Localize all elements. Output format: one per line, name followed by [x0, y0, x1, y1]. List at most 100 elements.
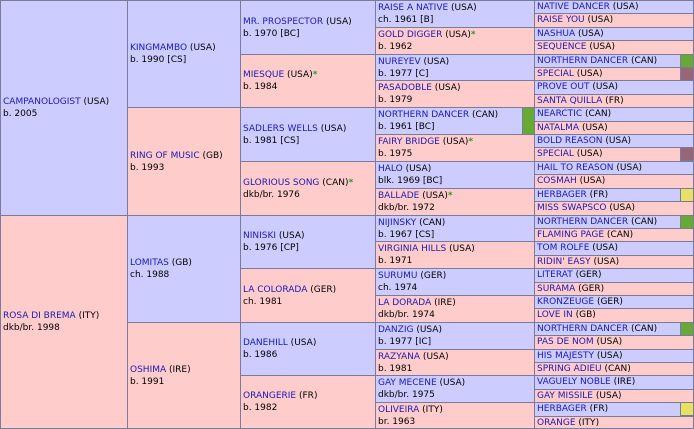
horse-name-link[interactable]: ORANGE: [537, 418, 576, 428]
country-code: USA: [581, 29, 601, 39]
horse-name-link[interactable]: PASADOBLE: [378, 83, 432, 93]
horse-name-link[interactable]: NUREYEV: [378, 56, 421, 67]
horse-name-link[interactable]: RAISE YOU: [537, 15, 585, 25]
pedigree-cell-gen5: PROVE OUT (USA): [534, 80, 694, 95]
pedigree-cell-gen2: KINGMAMBO (USA) b. 1990 [CS]: [127, 0, 242, 108]
pedigree-cell-gen4: GAY MECENE (USA) dkb/br. 1975: [375, 375, 536, 403]
horse-info: b. 1962: [378, 42, 413, 52]
horse-name-link[interactable]: HIS MAJESTY: [537, 351, 594, 361]
horse-name-link[interactable]: BALLADE: [378, 191, 420, 201]
horse-name-link[interactable]: NORTHERN DANCER: [378, 110, 470, 120]
horse-info: br. 1963: [378, 416, 416, 427]
pedigree-cell-gen5: SURAMA (GER): [534, 282, 694, 296]
horse-name-link[interactable]: SPRING ADIEU: [537, 364, 602, 374]
horse-name-link[interactable]: NATALMA: [537, 123, 580, 133]
horse-name-link[interactable]: ROSA DI BREMA: [3, 311, 76, 321]
horse-name-link[interactable]: FLAMING PAGE: [537, 230, 605, 240]
horse-name-link[interactable]: GLORIOUS SONG: [243, 177, 320, 188]
horse-entry: DANEHILL (USA) b. 1986: [243, 338, 317, 360]
horse-info: b. 1967 [CS]: [378, 229, 435, 240]
horse-name-link[interactable]: SURAMA: [537, 284, 576, 294]
horse-name-link[interactable]: PAS DE NOM: [537, 337, 594, 347]
pedigree-cell-gen5: RIDIN' EASY (USA): [534, 255, 694, 269]
country-code: USA: [324, 123, 343, 134]
horse-name-link[interactable]: PROVE OUT: [537, 82, 590, 92]
horse-name-link[interactable]: OLIVEIRA: [378, 404, 420, 415]
horse-name-link[interactable]: MR. PROSPECTOR: [243, 16, 324, 27]
horse-entry: OSHIMA (IRE) b. 1991: [130, 364, 191, 387]
horse-info: b. 1981 [CS]: [243, 135, 300, 146]
horse-entry: NINISKI (USA) b. 1976 [CP]: [243, 231, 305, 253]
pedigree-cell-gen5: SPRING ADIEU (CAN): [534, 362, 694, 376]
country-code: IRE: [172, 364, 188, 375]
horse-name-link[interactable]: CAMPANOLOGIST: [3, 97, 81, 107]
horse-entry: BOLD REASON (USA): [537, 136, 632, 146]
horse-name-link[interactable]: GAY MECENE: [378, 378, 437, 388]
horse-name-link[interactable]: RIDIN' EASY: [537, 257, 591, 267]
horse-name-link[interactable]: HAIL TO REASON: [537, 163, 614, 173]
horse-name-link[interactable]: ORANGERIE: [243, 391, 297, 401]
horse-name-link[interactable]: DANZIG: [378, 325, 414, 335]
pedigree-cell-gen2: RING OF MUSIC (GB) b. 1993: [127, 107, 242, 216]
inbreeding-swatch-icon: [680, 55, 693, 67]
horse-name-link[interactable]: RAZYANA: [378, 351, 421, 362]
horse-entry: NORTHERN DANCER (CAN): [537, 56, 658, 66]
horse-name-link[interactable]: COSMAH: [537, 176, 577, 186]
pedigree-cell-gen5: SPECIAL (USA): [534, 147, 694, 162]
pedigree-cell-gen5: NORTHERN DANCER (CAN): [534, 322, 694, 336]
horse-name-link[interactable]: SPECIAL: [537, 149, 574, 159]
horse-name-link[interactable]: GAY MISSILE: [537, 391, 593, 401]
horse-name-link[interactable]: VAGUELY NOBLE: [537, 377, 611, 387]
horse-name-link[interactable]: LA DORADA: [378, 298, 432, 308]
horse-name-link[interactable]: LOVE IN: [537, 310, 573, 320]
country-code: USA: [616, 2, 635, 12]
horse-name-link[interactable]: NORTHERN DANCER: [537, 324, 629, 334]
horse-name-link[interactable]: LOMITAS: [130, 258, 169, 268]
horse-name-link[interactable]: RING OF MUSIC: [130, 150, 200, 161]
horse-name-link[interactable]: NINISKI: [243, 231, 277, 241]
horse-entry: NIJINSKY (CAN) b. 1967 [CS]: [378, 217, 446, 240]
horse-name-link[interactable]: RAISE A NATIVE: [378, 3, 449, 13]
horse-name-link[interactable]: NIJINSKY: [378, 217, 417, 228]
pedigree-cell-gen5: HERBAGER (FR): [534, 188, 694, 202]
horse-name-link[interactable]: KRONZEUGE: [537, 297, 595, 307]
horse-name-link[interactable]: NEARCTIC: [537, 109, 583, 119]
horse-name-link[interactable]: GOLD DIGGER: [378, 30, 443, 40]
horse-name-link[interactable]: BOLD REASON: [537, 136, 603, 146]
horse-name-link[interactable]: MIESQUE: [243, 70, 285, 80]
horse-name-link[interactable]: NORTHERN DANCER: [537, 56, 629, 66]
horse-name-link[interactable]: TOM ROLFE: [537, 243, 590, 253]
horse-name-link[interactable]: FAIRY BRIDGE: [378, 137, 440, 147]
horse-name-link[interactable]: HERBAGER: [537, 404, 587, 414]
pedigree-cell-gen5: TOM ROLFE (USA): [534, 241, 694, 256]
inbreeding-swatch-icon: [680, 403, 693, 416]
horse-name-link[interactable]: NORTHERN DANCER: [537, 217, 629, 227]
country-code: ITY: [82, 311, 96, 321]
horse-info: b. 1993: [130, 162, 165, 173]
horse-entry: GAY MISSILE (USA): [537, 391, 622, 401]
horse-name-link[interactable]: SURUMU: [378, 271, 418, 281]
horse-name-link[interactable]: MISS SWAPSCO: [537, 203, 607, 213]
horse-entry: MR. PROSPECTOR (USA) b. 1970 [BC]: [243, 16, 352, 39]
horse-name-link[interactable]: HERBAGER: [537, 190, 587, 200]
horse-name-link[interactable]: LITERAT: [537, 270, 573, 280]
pedigree-cell-gen4: RAZYANA (USA) b. 1981: [375, 349, 536, 376]
horse-name-link[interactable]: OSHIMA: [130, 364, 167, 375]
horse-entry: PASADOBLE (USA) b. 1979: [378, 83, 461, 105]
horse-name-link[interactable]: SEQUENCE: [537, 42, 587, 52]
horse-name-link[interactable]: HALO: [378, 164, 403, 174]
horse-name-link[interactable]: NASHUA: [537, 29, 576, 39]
country-code: USA: [597, 257, 616, 267]
country-code: CAN: [422, 217, 442, 228]
horse-entry: RING OF MUSIC (GB) b. 1993: [130, 150, 223, 173]
horse-name-link[interactable]: SANTA QUILLA: [537, 96, 603, 106]
pedigree-cell-gen4: HALO (USA) blk. 1969 [BC]: [375, 161, 536, 189]
horse-name-link[interactable]: LA COLORADA: [243, 284, 308, 295]
horse-name-link[interactable]: DANEHILL: [243, 338, 288, 348]
horse-name-link[interactable]: KINGMAMBO: [130, 43, 188, 53]
country-code: GER: [581, 284, 601, 294]
horse-name-link[interactable]: SADLERS WELLS: [243, 123, 318, 134]
horse-name-link[interactable]: VIRGINIA HILLS: [378, 244, 447, 254]
horse-name-link[interactable]: SPECIAL: [537, 69, 574, 79]
horse-name-link[interactable]: NATIVE DANCER: [537, 2, 610, 12]
